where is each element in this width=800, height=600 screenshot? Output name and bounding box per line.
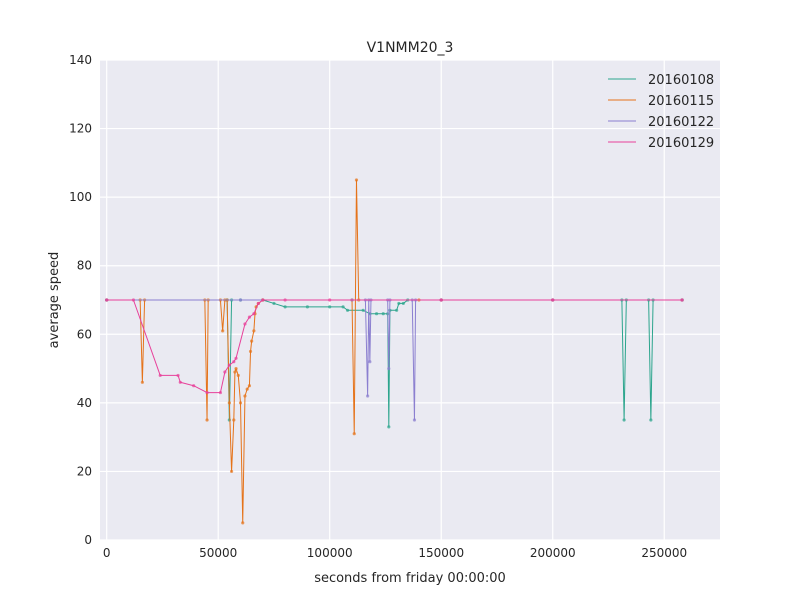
data-point [232, 418, 236, 422]
y-tick-label: 100 [69, 190, 92, 204]
data-point [680, 298, 684, 302]
y-axis-label: average speed [47, 252, 62, 349]
data-point [439, 298, 443, 302]
y-tick-label: 120 [69, 122, 92, 136]
x-tick-labels: 0 50000 100000 150000 200000 250000 [103, 546, 687, 560]
y-tick-label: 0 [84, 533, 92, 547]
data-point [227, 418, 231, 422]
x-tick-label: 150000 [418, 546, 464, 560]
data-point [381, 312, 385, 316]
data-point [140, 380, 144, 384]
data-point [176, 373, 180, 378]
data-point [649, 418, 653, 422]
data-point [221, 329, 225, 333]
data-point [272, 301, 276, 306]
chart-title: V1NMM20_3 [367, 40, 454, 56]
data-point [238, 401, 243, 405]
data-point [387, 425, 391, 429]
data-point [227, 363, 231, 367]
x-tick-label: 50000 [199, 546, 237, 560]
x-tick-label: 0 [103, 546, 111, 560]
data-point [401, 301, 405, 306]
data-point [374, 312, 379, 316]
data-point [223, 370, 227, 374]
legend-entry: 20160122 [648, 115, 714, 130]
data-point [105, 298, 109, 302]
data-point [233, 370, 237, 374]
series-line [106, 299, 683, 428]
data-point [218, 390, 223, 395]
data-point [256, 301, 260, 306]
y-tick-labels: 0 20 40 60 80 100 120 140 [69, 53, 92, 547]
data-point [328, 298, 332, 302]
data-point [252, 329, 256, 333]
data-point [397, 301, 401, 306]
series-20160129 [105, 298, 684, 395]
y-tick-label: 20 [77, 464, 92, 478]
legend-entry: 20160108 [648, 73, 714, 88]
data-point [252, 312, 256, 316]
data-point [243, 394, 247, 398]
x-axis-label: seconds from friday 00:00:00 [314, 571, 506, 586]
data-point [283, 305, 287, 309]
data-point [412, 418, 417, 422]
data-point [205, 390, 209, 395]
data-point [305, 305, 310, 309]
y-tick-label: 40 [77, 396, 92, 410]
data-point [361, 308, 365, 312]
data-point [247, 315, 252, 319]
data-point [345, 308, 350, 312]
y-tick-label: 60 [77, 327, 92, 341]
data-point [387, 366, 391, 371]
data-point [551, 298, 555, 302]
legend: 20160108 20160115 20160122 20160129 [608, 73, 714, 151]
series-lines [105, 178, 684, 525]
data-point [366, 394, 370, 398]
x-tick-label: 100000 [307, 546, 353, 560]
y-tick-label: 80 [77, 259, 92, 273]
data-point [283, 298, 287, 302]
data-point [248, 349, 253, 354]
x-tick-label: 250000 [641, 546, 687, 560]
data-point [229, 469, 234, 474]
x-tick-label: 200000 [530, 546, 576, 560]
data-point [241, 521, 245, 525]
data-point [245, 387, 249, 391]
data-point [227, 401, 231, 405]
data-point [328, 305, 332, 309]
legend-entry: 20160129 [648, 136, 714, 151]
data-point [250, 339, 254, 343]
data-point [341, 305, 345, 309]
legend-entry: 20160115 [648, 94, 714, 109]
data-point [178, 380, 182, 384]
data-point [192, 384, 196, 388]
data-point [158, 373, 162, 378]
data-point [238, 298, 243, 302]
data-point [205, 418, 209, 422]
data-point [234, 366, 238, 371]
data-point [232, 360, 236, 364]
data-point [395, 308, 399, 312]
series-line [106, 299, 683, 394]
data-point [247, 384, 252, 388]
data-point [352, 432, 356, 436]
data-point [368, 360, 372, 364]
data-point [243, 322, 247, 326]
data-point [234, 356, 238, 360]
data-point [354, 178, 359, 182]
data-point [236, 373, 240, 378]
data-point [261, 298, 265, 302]
y-tick-label: 140 [69, 53, 92, 67]
data-point [622, 418, 626, 422]
data-point [131, 298, 136, 302]
